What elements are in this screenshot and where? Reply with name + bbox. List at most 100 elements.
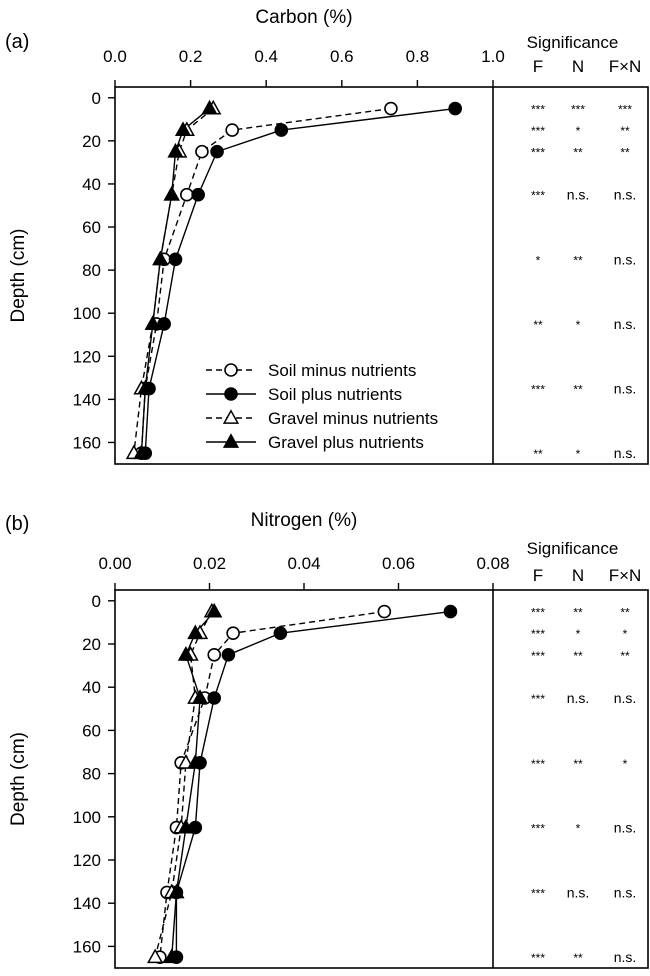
significance-cell: ***: [531, 822, 545, 836]
significance-cell: ***: [531, 383, 545, 397]
significance-cell: **: [573, 649, 583, 663]
significance-cell: *: [576, 627, 581, 641]
legend-label: Soil minus nutrients: [268, 361, 416, 380]
panel-label: (a): [5, 31, 29, 53]
data-point-triangle-open: [177, 754, 194, 769]
significance-cell: **: [573, 383, 583, 397]
legend-marker-circle-open: [224, 363, 238, 377]
significance-column-header: N: [572, 566, 584, 585]
significance-cell: **: [573, 253, 583, 267]
x-tick-label: 0.02: [193, 554, 226, 573]
x-tick-label: 0.8: [406, 47, 430, 66]
significance-cell: ***: [531, 886, 545, 900]
significance-title: Significance: [527, 33, 619, 52]
data-point-circle-filled: [221, 647, 236, 662]
significance-cell: **: [620, 606, 630, 620]
x-tick-label: 0.04: [287, 554, 320, 573]
x-tick-label: 0.06: [382, 554, 415, 573]
data-point-triangle-filled: [174, 121, 192, 137]
legend-label: Soil plus nutrients: [268, 385, 402, 404]
significance-cell: ***: [531, 189, 545, 203]
data-point-triangle-filled: [187, 624, 204, 640]
legend-marker-triangle-open: [222, 409, 240, 424]
panel-label: (b): [5, 513, 29, 535]
significance-title: Significance: [527, 539, 619, 558]
data-point-triangle-filled: [152, 250, 169, 266]
series-line-triangle-filled: [171, 611, 215, 958]
series-line-circle-filled: [175, 610, 451, 958]
significance-cell: n.s.: [614, 251, 637, 267]
significance-cell: n.s.: [614, 187, 637, 203]
y-tick-label: 160: [73, 433, 101, 452]
significance-cell: **: [573, 606, 583, 620]
significance-cell: **: [573, 951, 583, 965]
x-tick-label: 0.00: [98, 554, 131, 573]
legend-marker-triangle-filled: [222, 433, 240, 448]
y-tick-label: 0: [92, 592, 101, 611]
legend-label: Gravel minus nutrients: [268, 409, 438, 428]
data-point-triangle-filled: [187, 754, 204, 769]
x-tick-label: 0.08: [476, 554, 509, 573]
significance-cell: **: [573, 146, 583, 160]
data-point-triangle-filled: [177, 818, 194, 834]
data-point-triangle-filled: [201, 99, 218, 115]
y-tick-label: 120: [73, 347, 101, 366]
y-tick-label: 80: [82, 765, 101, 784]
data-point-circle-filled: [274, 123, 289, 137]
x-tick-label: 0.4: [254, 47, 278, 66]
data-point-triangle-filled: [167, 142, 184, 158]
significance-cell: **: [573, 757, 583, 771]
data-point-circle-open: [225, 123, 239, 137]
legend: Soil minus nutrients Soil plus nutrients G…: [206, 361, 438, 452]
significance-cell: *: [576, 447, 581, 461]
significance-cell: n.s.: [614, 381, 637, 397]
x-tick-label: 0.0: [103, 47, 127, 66]
y-tick-label: 100: [73, 304, 101, 323]
significance-cell: ***: [531, 649, 545, 663]
data-point-triangle-filled: [163, 948, 180, 964]
y-tick-label: 120: [73, 851, 101, 870]
series-line-circle-open: [159, 610, 385, 958]
data-point-circle-open: [377, 604, 392, 619]
data-point-circle-open: [207, 647, 222, 662]
significance-cell: n.s.: [614, 820, 637, 836]
x-axis-title: Carbon (%): [255, 7, 352, 28]
significance-cell: *: [536, 253, 541, 267]
y-tick-label: 40: [82, 175, 101, 194]
significance-cell: ***: [531, 103, 545, 117]
y-tick-label: 140: [73, 894, 101, 913]
data-point-circle-filled: [448, 101, 463, 116]
significance-cell: ***: [531, 951, 545, 965]
plot-frame: [114, 86, 649, 465]
data-point-circle-open: [226, 626, 240, 641]
y-tick-label: 20: [82, 635, 101, 654]
x-tick-label: 0.2: [179, 47, 203, 66]
significance-column-header: F×N: [609, 57, 642, 76]
data-point-triangle-filled: [144, 315, 161, 330]
data-point-circle-open: [195, 144, 209, 159]
significance-cell: *: [623, 757, 628, 771]
significance-cell: *: [576, 822, 581, 836]
y-axis-title: Depth (cm): [8, 732, 29, 826]
legend-marker-circle-filled: [224, 387, 238, 401]
significance-cell: **: [620, 124, 630, 138]
significance-cell: n.s.: [614, 445, 637, 461]
y-tick-label: 100: [73, 808, 101, 827]
significance-column-header: F: [533, 566, 543, 585]
plot-frame: [114, 589, 649, 969]
significance-cell: ***: [531, 757, 545, 771]
significance-column-header: N: [572, 57, 584, 76]
data-point-circle-filled: [210, 144, 224, 159]
data-point-triangle-filled: [163, 185, 180, 201]
series-line-circle-filled: [144, 107, 456, 454]
significance-cell: n.s.: [567, 187, 590, 203]
significance-cell: n.s.: [614, 316, 637, 332]
y-tick-label: 140: [73, 390, 101, 409]
series-line-triangle-open: [133, 108, 214, 454]
significance-cell: **: [533, 318, 543, 332]
y-axis-title: Depth (cm): [8, 229, 29, 323]
data-point-circle-filled: [168, 252, 183, 267]
significance-cell: n.s.: [614, 949, 637, 965]
data-point-circle-filled: [157, 317, 171, 331]
